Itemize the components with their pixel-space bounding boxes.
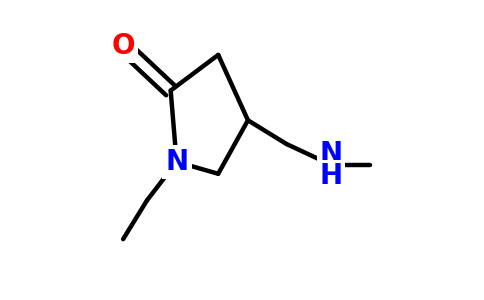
Text: O: O (111, 32, 135, 60)
Text: N: N (165, 148, 188, 176)
Text: H: H (319, 162, 343, 190)
Text: N: N (319, 140, 343, 168)
